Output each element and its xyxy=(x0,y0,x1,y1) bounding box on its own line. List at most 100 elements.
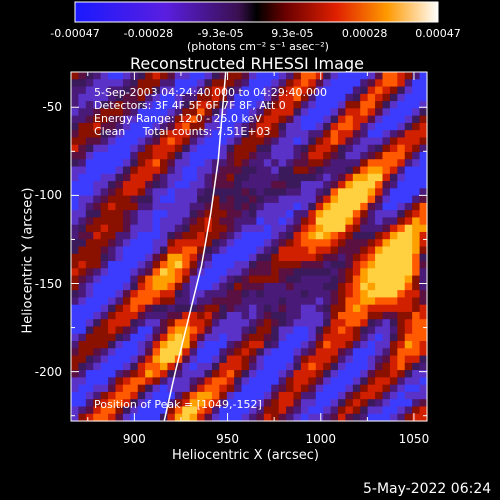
heatmap-cell xyxy=(375,319,384,328)
heatmap-cell xyxy=(345,137,354,146)
heatmap-cell xyxy=(278,151,287,160)
heatmap-cell xyxy=(389,311,398,320)
heatmap-cell xyxy=(85,159,94,168)
heatmap-cell xyxy=(122,108,131,117)
heatmap-cell xyxy=(182,355,191,364)
heatmap-cell xyxy=(404,137,413,146)
heatmap-cell xyxy=(189,391,198,400)
heatmap-cell xyxy=(256,391,265,400)
heatmap-cell xyxy=(137,370,146,378)
heatmap-cell xyxy=(389,333,398,342)
heatmap-cell xyxy=(78,181,87,189)
heatmap-cell xyxy=(249,268,258,277)
heatmap-cell xyxy=(293,108,302,117)
heatmap-cell xyxy=(174,137,183,146)
heatmap-cell xyxy=(152,101,161,109)
heatmap-cell xyxy=(345,290,354,298)
heatmap-cell xyxy=(174,348,183,357)
heatmap-cell xyxy=(137,326,146,335)
heatmap-cell xyxy=(271,101,280,109)
heatmap-cell xyxy=(204,326,213,335)
heatmap-cell xyxy=(256,86,265,95)
heatmap-cell xyxy=(108,253,117,262)
heatmap-cell xyxy=(241,231,250,240)
heatmap-cell xyxy=(204,202,213,211)
heatmap-cell xyxy=(419,326,428,335)
heatmap-cell xyxy=(122,311,131,320)
heatmap-cell xyxy=(375,79,384,88)
heatmap-cell xyxy=(93,348,102,357)
heatmap-cell xyxy=(152,173,161,182)
heatmap-cell xyxy=(397,304,406,313)
heatmap-cell xyxy=(397,159,406,168)
heatmap-cell xyxy=(152,341,161,349)
heatmap-cell xyxy=(389,290,398,298)
heatmap-cell xyxy=(382,341,391,349)
heatmap-cell xyxy=(256,282,265,291)
heatmap-cell xyxy=(160,224,169,233)
heatmap-cell xyxy=(234,79,243,88)
heatmap-cell xyxy=(182,181,191,189)
heatmap-cell xyxy=(241,173,250,182)
heatmap-cell xyxy=(308,319,317,328)
heatmap-cell xyxy=(241,137,250,146)
peak-position-annotation: Position of Peak = [1049,-152] xyxy=(94,398,262,411)
heatmap-cell xyxy=(197,195,206,204)
heatmap-cell xyxy=(397,355,406,364)
heatmap-cell xyxy=(308,210,317,219)
heatmap-cell xyxy=(397,391,406,400)
heatmap-cell xyxy=(293,202,302,211)
heatmap-cell xyxy=(360,166,369,175)
heatmap-cell xyxy=(204,297,213,306)
heatmap-cell xyxy=(174,202,183,211)
heatmap-cell xyxy=(308,326,317,335)
heatmap-cell xyxy=(78,377,87,386)
heatmap-cell xyxy=(256,202,265,211)
heatmap-cell xyxy=(367,399,376,408)
heatmap-cell xyxy=(85,188,94,197)
heatmap-cell xyxy=(249,341,258,349)
heatmap-cell xyxy=(293,406,302,415)
heatmap-cell xyxy=(78,101,87,109)
heatmap-cell xyxy=(145,166,154,175)
heatmap-cell xyxy=(375,391,384,400)
heatmap-cell xyxy=(145,101,154,109)
heatmap-cell xyxy=(100,326,109,335)
heatmap-cell xyxy=(323,311,332,320)
heatmap-cell xyxy=(189,290,198,298)
heatmap-cell xyxy=(182,246,191,255)
heatmap-cell xyxy=(375,130,384,139)
heatmap-cell xyxy=(130,268,139,277)
heatmap-cell xyxy=(115,137,124,146)
heatmap-cell xyxy=(293,399,302,408)
heatmap-cell xyxy=(278,319,287,328)
heatmap-cell xyxy=(93,253,102,262)
heatmap-cell xyxy=(367,210,376,219)
heatmap-cell xyxy=(152,333,161,342)
heatmap-cell xyxy=(167,282,176,291)
heatmap-cell xyxy=(78,282,87,291)
heatmap-cell xyxy=(308,173,317,182)
heatmap-cell xyxy=(189,253,198,262)
heatmap-cell xyxy=(122,115,131,124)
heatmap-cell xyxy=(249,93,258,102)
heatmap-cell xyxy=(211,370,220,378)
heatmap-cell xyxy=(130,341,139,349)
heatmap-cell xyxy=(174,290,183,298)
heatmap-cell xyxy=(293,246,302,255)
heatmap-cell xyxy=(367,231,376,240)
heatmap-cell xyxy=(197,391,206,400)
heatmap-cell xyxy=(189,130,198,139)
heatmap-cell xyxy=(211,275,220,284)
heatmap-cell xyxy=(122,282,131,291)
heatmap-cell xyxy=(108,261,117,269)
heatmap-cell xyxy=(300,326,309,335)
heatmap-cell xyxy=(108,108,117,117)
heatmap-cell xyxy=(78,79,87,88)
heatmap-cell xyxy=(137,101,146,109)
heatmap-cell xyxy=(160,333,169,342)
heatmap-cell xyxy=(397,231,406,240)
heatmap-cell xyxy=(263,130,272,139)
heatmap-cell xyxy=(145,115,154,124)
heatmap-cell xyxy=(293,173,302,182)
